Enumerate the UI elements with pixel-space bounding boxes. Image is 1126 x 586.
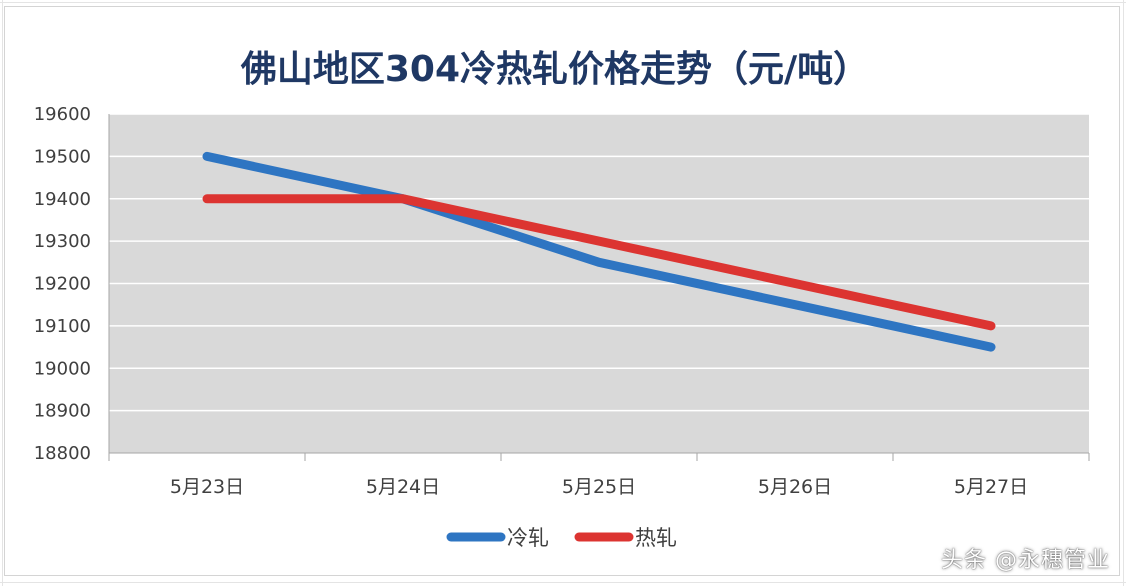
x-tick-label: 5月23日 (170, 476, 244, 498)
y-tick-label: 19300 (34, 231, 91, 252)
chart-title: 佛山地区304冷热轧价格走势（元/吨） (240, 49, 869, 90)
x-tick-label: 5月26日 (758, 476, 832, 498)
legend-label: 热轧 (635, 526, 677, 550)
series-line-hot-rolled (202, 194, 996, 331)
y-tick-label: 19000 (34, 358, 91, 379)
legend-label: 冷轧 (507, 526, 549, 550)
series-line-cold-rolled (202, 151, 996, 352)
y-tick-label: 19100 (34, 316, 91, 337)
watermark: 头条 @永穗管业 (941, 548, 1110, 573)
y-tick-label: 18800 (34, 443, 91, 464)
line-chart: 佛山地区304冷热轧价格走势（元/吨） 19600 19500 19400 19300… (34, 49, 1090, 550)
x-tick-label: 5月25日 (562, 476, 636, 498)
x-tick-label: 5月24日 (366, 476, 440, 498)
y-tick-label: 19400 (34, 189, 91, 210)
x-tick-label: 5月27日 (954, 476, 1028, 498)
y-tick-label: 19600 (34, 104, 91, 125)
y-tick-label: 19500 (34, 146, 91, 167)
chart-container[interactable]: 佛山地区304冷热轧价格走势（元/吨） 19600 19500 19400 19300… (4, 6, 1120, 576)
y-tick-label: 18900 (34, 401, 91, 422)
y-tick-label: 19200 (34, 274, 91, 295)
